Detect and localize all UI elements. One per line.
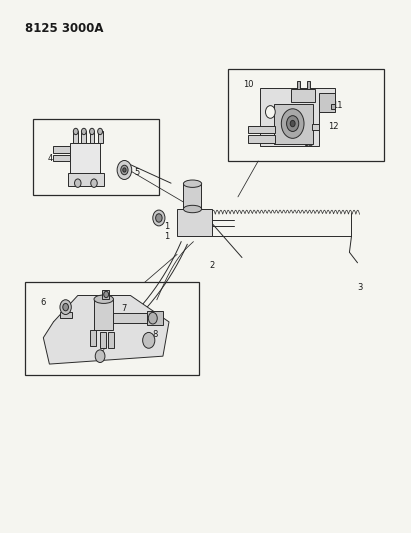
Bar [70,143,100,174]
Circle shape [286,116,299,132]
Circle shape [95,350,105,362]
Text: 13: 13 [304,139,314,148]
Circle shape [281,109,304,139]
Circle shape [81,128,86,135]
Text: 10: 10 [243,80,253,89]
Circle shape [266,106,275,118]
Bar [53,146,71,152]
Text: 5: 5 [134,168,139,177]
Text: 9: 9 [99,344,105,353]
Bar [53,155,71,161]
Circle shape [143,333,155,348]
Circle shape [123,168,126,172]
Bar [177,209,212,237]
Circle shape [74,179,81,188]
Circle shape [117,160,132,180]
Text: 12: 12 [328,122,339,131]
Bar [98,132,102,143]
Text: 8: 8 [152,329,157,338]
Bar [102,290,109,299]
Circle shape [153,210,165,226]
Text: 4: 4 [48,154,53,163]
Text: 1: 1 [164,232,170,241]
Circle shape [148,312,157,324]
Bar [307,82,310,90]
Bar [275,104,313,143]
Bar [90,132,95,143]
Bar [33,119,159,195]
Bar [94,299,113,330]
Bar [228,69,384,161]
Bar [60,312,72,318]
Ellipse shape [183,180,202,188]
Bar [248,135,275,142]
Text: 6: 6 [41,298,46,307]
Bar [291,90,315,102]
Bar [108,333,114,348]
Bar [81,132,86,143]
Circle shape [98,128,102,135]
Text: 3: 3 [358,283,363,292]
Bar [100,333,106,348]
Text: 1: 1 [164,222,170,231]
Bar [68,173,104,186]
Circle shape [90,128,95,135]
Circle shape [60,300,71,314]
Bar [25,282,199,375]
Bar [297,82,300,90]
Text: 11: 11 [332,101,342,110]
Circle shape [290,120,295,127]
Bar [331,104,335,109]
Bar [73,132,78,143]
Circle shape [91,179,97,188]
Bar [147,311,163,325]
Circle shape [63,303,69,311]
Bar [113,313,151,323]
Bar [183,184,201,209]
Circle shape [73,128,78,135]
Polygon shape [260,88,335,146]
Text: 2: 2 [210,261,215,270]
Text: 7: 7 [122,304,127,313]
Circle shape [121,165,128,175]
Text: 8125 3000A: 8125 3000A [25,22,104,35]
Bar [312,124,319,131]
Polygon shape [43,295,169,364]
Ellipse shape [94,295,113,303]
Bar [90,330,96,345]
Bar [248,126,275,133]
Circle shape [104,292,109,297]
Circle shape [156,214,162,222]
Ellipse shape [183,205,202,213]
Bar [319,93,335,112]
